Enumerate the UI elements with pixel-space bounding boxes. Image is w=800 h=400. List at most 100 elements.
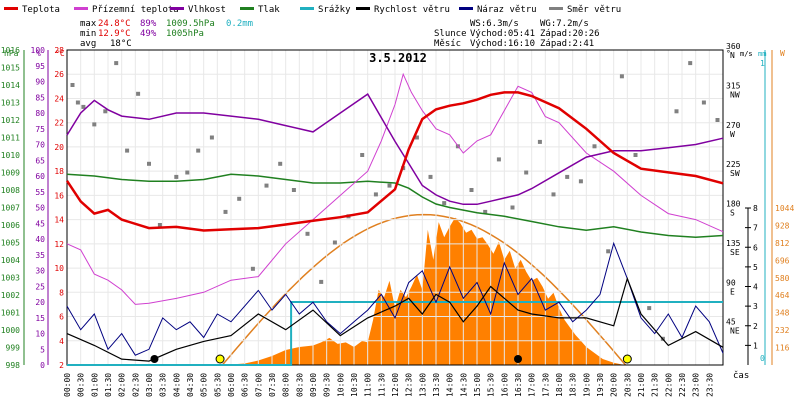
x-tick-label: 01:30 bbox=[104, 373, 113, 397]
wind-direction-point bbox=[278, 161, 283, 166]
wind-direction-point bbox=[174, 174, 179, 179]
rain-tick-label: 1 bbox=[760, 59, 765, 68]
wind-direction-point bbox=[332, 240, 337, 245]
wind-tick-label: 5 bbox=[753, 263, 758, 272]
legend-label: Srážky bbox=[318, 5, 351, 15]
pressure-tick-label: 1003 bbox=[1, 274, 20, 283]
temperature-tick-label: 22 bbox=[54, 119, 64, 128]
wind-direction-point bbox=[157, 223, 162, 227]
wind-direction-point bbox=[291, 188, 296, 192]
x-tick-label: 03:00 bbox=[145, 373, 154, 397]
temperature-tick-label: 2 bbox=[59, 361, 64, 370]
radiation-tick-label: 580 bbox=[775, 274, 790, 283]
sunrise-marker bbox=[215, 354, 225, 364]
legend-swatch bbox=[240, 7, 254, 10]
temperature-tick-label: 8 bbox=[59, 288, 64, 297]
legend-label: Přízemní teplota bbox=[92, 5, 179, 15]
humidity-unit: % bbox=[36, 49, 41, 58]
wind-direction-point bbox=[496, 157, 501, 162]
moon-set-marker bbox=[150, 355, 159, 363]
x-tick-label: 15:30 bbox=[487, 373, 496, 397]
pressure-tick-label: 998 bbox=[6, 361, 21, 370]
legend-swatch bbox=[300, 7, 314, 10]
x-axis-label: čas bbox=[733, 370, 749, 381]
x-tick-label: 00:00 bbox=[63, 373, 72, 397]
legend-label: Náraz větru bbox=[477, 5, 537, 15]
ground-temperature-line bbox=[66, 72, 724, 305]
temperature-tick-label: 28 bbox=[54, 46, 64, 55]
wind-direction-point bbox=[264, 183, 269, 188]
legend-label: Teplota bbox=[22, 5, 60, 15]
pressure-tick-label: 999 bbox=[6, 344, 21, 353]
pressure-tick-label: 1015 bbox=[1, 64, 20, 73]
radiation-area-shape bbox=[222, 217, 625, 365]
humidity-tick-label: 85 bbox=[35, 93, 45, 102]
sun-path bbox=[221, 213, 627, 366]
wind-tick-label: 7 bbox=[753, 224, 758, 233]
rain-unit: mm bbox=[758, 50, 766, 58]
wind-direction-point bbox=[114, 61, 119, 66]
wind-direction-point bbox=[688, 61, 693, 66]
sun-set: Západ:20:26 bbox=[540, 29, 600, 39]
x-tick-label: 00:30 bbox=[77, 373, 86, 397]
wind-direction-point bbox=[250, 266, 255, 271]
pressure-unit: hPa bbox=[4, 49, 19, 58]
x-tick-label: 09:30 bbox=[323, 373, 332, 397]
wind-unit: m/s bbox=[740, 50, 753, 58]
wind-direction-point bbox=[701, 100, 706, 105]
plot-frame bbox=[66, 49, 724, 366]
wind-direction-point bbox=[442, 201, 447, 206]
wind-tick-label: 2 bbox=[753, 322, 758, 331]
moon-set: Západ:2:41 bbox=[540, 39, 594, 49]
x-tick-label: 21:30 bbox=[651, 373, 660, 397]
wind-direction-point bbox=[483, 209, 488, 214]
wind-direction-point bbox=[92, 122, 97, 127]
stats-humidity-max: 89% bbox=[140, 19, 157, 29]
wind-direction-point bbox=[592, 144, 597, 149]
direction-tick-label: 135 bbox=[726, 239, 741, 248]
x-tick-label: 13:00 bbox=[418, 373, 427, 397]
temperature-unit: °C bbox=[55, 49, 65, 58]
humidity-tick-label: 80 bbox=[35, 109, 45, 118]
x-tick-label: 05:30 bbox=[213, 373, 222, 397]
temperature-line bbox=[65, 91, 724, 232]
moon-rise-marker bbox=[514, 355, 522, 363]
header: 3.5.2012 max min avg 24.8°C 12.9°C 18°C … bbox=[80, 19, 749, 381]
legend-swatch bbox=[74, 7, 88, 10]
wind-direction-point bbox=[524, 170, 529, 175]
radiation-unit: W bbox=[780, 49, 785, 58]
legend-swatch bbox=[549, 7, 563, 10]
wind-direction-point bbox=[185, 170, 190, 175]
direction-compass-label: E bbox=[730, 287, 735, 296]
x-tick-label: 19:30 bbox=[596, 373, 605, 397]
humidity-tick-label: 25 bbox=[35, 282, 45, 291]
wind-direction-point bbox=[510, 205, 515, 210]
stats-label-avg: avg bbox=[80, 39, 96, 49]
x-tick-label: 12:30 bbox=[405, 373, 414, 397]
radiation-tick-label: 348 bbox=[775, 309, 790, 318]
wind-direction-point bbox=[147, 161, 151, 166]
temperature-tick-label: 6 bbox=[59, 313, 64, 322]
pressure-tick-label: 1016 bbox=[1, 46, 20, 55]
x-tick-label: 10:30 bbox=[350, 373, 359, 397]
x-tick-label: 06:00 bbox=[227, 373, 236, 397]
x-tick-label: 04:00 bbox=[172, 373, 181, 397]
humidity-tick-label: 0 bbox=[40, 361, 45, 370]
wind-direction-point bbox=[565, 174, 570, 179]
wind-direction-point bbox=[209, 135, 214, 140]
humidity-tick-label: 55 bbox=[35, 188, 45, 197]
wind-direction-point bbox=[373, 192, 378, 197]
direction-compass-label: N bbox=[730, 51, 735, 60]
wind-direction-point bbox=[103, 109, 108, 114]
pressure-tick-label: 1001 bbox=[1, 309, 20, 318]
legend-label: Vlhkost bbox=[188, 5, 226, 15]
wind-tick-label: 8 bbox=[753, 204, 758, 213]
stats-pressure-min: 1005hPa bbox=[166, 29, 204, 39]
wind-direction-point bbox=[606, 249, 611, 254]
x-tick-label: 17:30 bbox=[541, 373, 550, 397]
direction-compass-label: W bbox=[730, 130, 735, 139]
wind-speed-line bbox=[66, 276, 724, 362]
chart-title: 3.5.2012 bbox=[369, 51, 427, 65]
x-tick-label: 22:00 bbox=[664, 373, 673, 397]
humidity-tick-label: 40 bbox=[35, 235, 45, 244]
